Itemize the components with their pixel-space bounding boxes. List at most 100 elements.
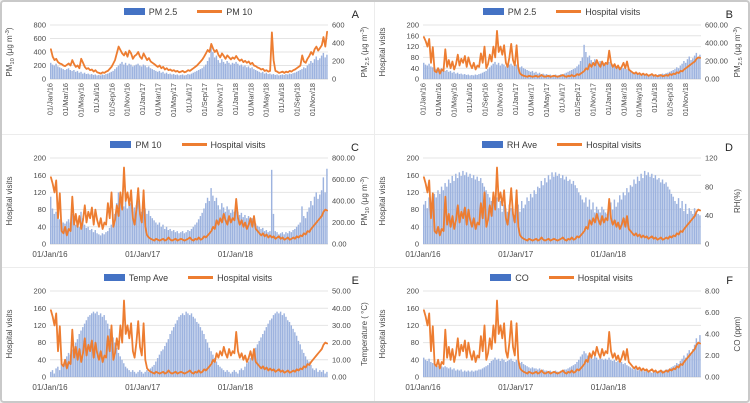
panel-e: Temp Ave Hospital visits E 0 40 80 120 160 200… (2, 268, 375, 401)
left-axis-title: Hospital visits (378, 28, 387, 77)
right-tick: 80 (705, 182, 713, 191)
panel-c: PM 10 Hospital visits C 0 40 80 120 160 200 0.0… (2, 135, 375, 268)
right-tick: 120 (705, 154, 718, 163)
legend-item-pm-10: PM 10 (110, 139, 162, 150)
panel-a: PM 2.5 PM 10 A 0 200 400 600 800 0 200 400 600 PM1… (2, 2, 375, 135)
legend-label: PM 10 (226, 6, 253, 17)
left-tick: 0 (42, 75, 46, 84)
x-tick: 01/May/17 (169, 83, 178, 117)
right-tick: 200.00 (705, 57, 728, 66)
bar-swatch-icon (490, 274, 512, 281)
left-tick: 40 (411, 64, 419, 73)
left-tick: 40 (411, 222, 419, 231)
left-tick: 80 (411, 338, 419, 347)
right-tick: 0.00 (705, 75, 720, 84)
right-tick: 50.00 (332, 287, 351, 296)
x-tick: 01/Mar/16 (61, 83, 70, 116)
chart-canvas: 0 40 80 120 160 200 0.00 2.00 4.00 6.00 8.00 Hospit… (378, 287, 742, 392)
right-tick: 200.00 (332, 218, 355, 227)
left-tick: 0 (42, 373, 46, 382)
line-swatch-icon (557, 143, 583, 146)
axis-labels: 0 200 400 600 800 0 200 400 600 PM10 (µg m-3) PM2.… (5, 21, 371, 117)
axis-labels: 0 40 80 120 160 200 0.00 10.00 20.00 30.00 40.00 50… (5, 287, 369, 392)
right-tick: 200 (332, 57, 345, 66)
legend-label: Hospital visits (210, 139, 266, 150)
x-tick: 01/Sep/17 (200, 83, 209, 116)
chart-canvas: 0 40 80 120 160 200 0.00 10.00 20.00 30.00 40.00 50… (5, 287, 369, 392)
legend: PM 2.5 PM 10 (2, 4, 374, 19)
x-tick: 01/Jan/18 (604, 83, 613, 115)
left-tick: 80 (38, 205, 46, 214)
legend-label: RH Ave (506, 139, 538, 150)
x-tick: 01/May/16 (449, 83, 458, 117)
panel-b: PM 2.5 Hospital visits B 0 40 80 120 160 200 0.… (375, 2, 748, 135)
left-tick: 200 (406, 21, 419, 30)
legend-label: PM 2.5 (148, 6, 178, 17)
panel-letter: F (726, 275, 733, 287)
x-tick: 01/Jan/16 (405, 250, 441, 259)
right-tick: 4.00 (705, 330, 720, 339)
x-tick: 01/May/18 (635, 83, 644, 117)
legend-item-hospital-visits: Hospital visits (188, 273, 272, 283)
x-tick: 01/Jan/17 (125, 250, 161, 259)
right-tick: 2.00 (705, 351, 720, 360)
left-tick: 160 (406, 171, 419, 180)
x-tick: 01/Mar/17 (527, 83, 536, 116)
legend-label: Temp Ave (128, 272, 169, 283)
right-tick: 40 (705, 211, 713, 220)
line-swatch-icon (188, 276, 214, 279)
legend-label: Hospital visits (586, 139, 642, 150)
line-series (423, 299, 702, 375)
x-tick: 01/Jan/17 (125, 383, 161, 392)
left-axis-title: Hospital visits (378, 310, 387, 359)
x-tick: 01/Nov/16 (123, 83, 132, 116)
right-axis-title: CO (ppm) (733, 316, 742, 351)
x-tick: 01/Jan/18 (591, 383, 627, 392)
legend-label: Hospital visits (585, 6, 641, 17)
right-tick: 0.00 (332, 373, 347, 382)
line-swatch-icon (548, 276, 574, 279)
left-tick: 160 (33, 171, 46, 180)
x-tick: 01/Sep/18 (293, 83, 302, 116)
x-tick: 01/May/17 (542, 83, 551, 117)
x-tick: 01/Jul/17 (185, 83, 194, 113)
x-tick: 01/Jan/18 (218, 383, 254, 392)
bar-swatch-icon (103, 274, 125, 281)
x-tick: 01/Mar/17 (154, 83, 163, 116)
legend-item-pm-10: PM 10 (197, 7, 252, 17)
axis-labels: 0 40 80 120 160 200 0.00 2.00 4.00 6.00 8.00 Hospit… (378, 287, 742, 392)
left-tick: 120 (406, 188, 419, 197)
legend: CO Hospital visits (375, 270, 748, 285)
left-tick: 40 (38, 355, 46, 364)
chart-canvas: 0 200 400 600 800 0 200 400 600 PM10 (µg m-3) PM2.… (5, 21, 371, 117)
x-tick: 01/Jul/17 (558, 83, 567, 113)
x-tick: 01/Jan/16 (46, 83, 55, 115)
left-tick: 400 (33, 48, 46, 57)
left-tick: 200 (406, 154, 419, 163)
bar-series (423, 44, 701, 79)
right-tick: 10.00 (332, 355, 351, 364)
legend-item-hospital-visits: Hospital visits (548, 273, 633, 283)
right-tick: 600.00 (332, 175, 355, 184)
right-axis-title: RH(%) (733, 189, 742, 213)
x-tick: 01/May/16 (76, 83, 85, 117)
left-tick: 120 (406, 321, 419, 330)
left-tick: 160 (33, 304, 46, 313)
left-tick: 0 (42, 240, 46, 249)
right-tick: 6.00 (705, 308, 720, 317)
x-tick: 01/May/18 (262, 83, 271, 117)
x-tick: 01/Jan/16 (405, 383, 441, 392)
x-tick: 01/Sep/16 (107, 83, 116, 116)
right-tick: 0.00 (332, 240, 347, 249)
left-tick: 200 (33, 287, 46, 296)
left-tick: 40 (411, 355, 419, 364)
axis-labels: 0 40 80 120 160 200 0.00 200.00 400.00 600.00 800.… (5, 154, 371, 259)
right-axis-title: PM2.5 (µg m-3) (733, 26, 744, 77)
bar-swatch-icon (481, 141, 503, 148)
x-tick: 01/Nov/17 (215, 83, 224, 116)
bar-series (50, 168, 328, 245)
left-tick: 0 (415, 240, 419, 249)
legend-label: PM 10 (135, 139, 162, 150)
right-tick: 600.00 (705, 21, 728, 30)
